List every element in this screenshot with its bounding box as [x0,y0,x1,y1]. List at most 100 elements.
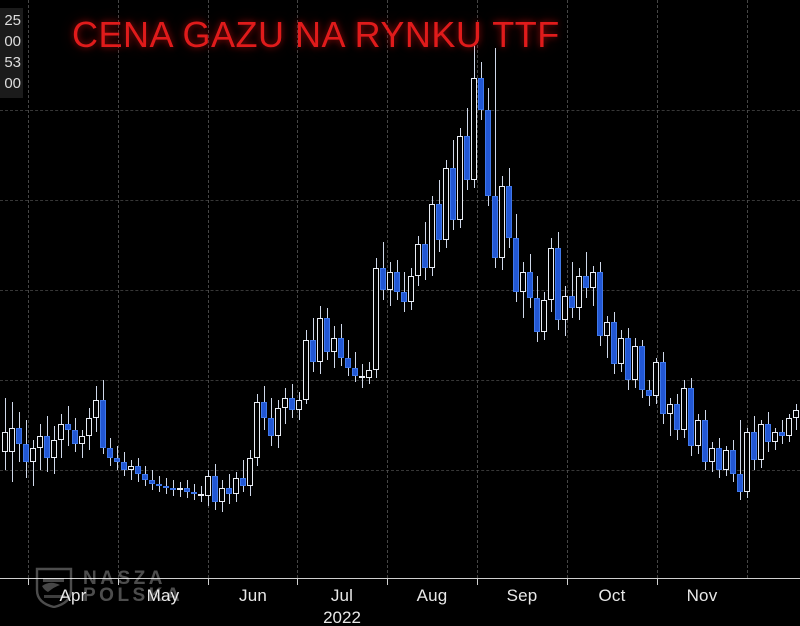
x-axis-tick [387,578,388,585]
candle-body-down [730,450,736,474]
candle-body-down [394,272,400,292]
candle-body-up [429,204,435,268]
candle-body-down [716,448,722,470]
candle-body-up [541,300,547,332]
candle-body-up [79,436,85,444]
y-axis-label: 53 [4,54,21,71]
candle-wick [82,430,83,458]
candle-body-down [72,430,78,444]
candlestick-plot [2,44,799,512]
gridline-horizontal [0,200,800,202]
candle-body-up [219,488,225,502]
candle-body-down [534,298,540,332]
x-axis-year-label: 2022 [323,608,361,626]
y-axis-label: 25 [4,12,21,29]
candle-body-down [555,248,561,320]
candle-body-down [569,296,575,308]
candle-body-down [121,462,127,470]
candle-body-up [744,432,750,492]
candle-wick [355,352,356,382]
gridline-vertical [297,0,299,578]
x-axis-label-may: May [146,586,180,605]
candle-body-up [709,448,715,462]
candle-body-down [261,402,267,418]
candle-body-down [765,424,771,442]
gridline-vertical [118,0,120,578]
candle-body-up [772,432,778,442]
candle-body-down [324,318,330,352]
candle-body-up [128,466,134,470]
candle-body-down [289,398,295,410]
candle-body-down [702,420,708,462]
candle-body-up [282,398,288,408]
candle-wick [33,440,34,486]
x-axis-tick [28,578,29,585]
candle-body-down [345,358,351,368]
candle-body-up [205,476,211,496]
candle-body-up [58,424,64,440]
candle-body-down [226,488,232,494]
candle-body-down [422,244,428,268]
gridline-vertical [28,0,30,578]
candle-body-down [611,322,617,364]
candle-body-down [44,436,50,458]
candle-body-down [674,404,680,430]
candle-body-up [520,272,526,292]
candle-body-down [380,268,386,290]
gridline-vertical [208,0,210,578]
candle-body-down [240,478,246,486]
candle-body-up [471,78,477,180]
candle-body-up [317,318,323,362]
candle-body-down [16,428,22,444]
x-axis-tick [297,578,298,585]
candle-body-down [191,492,197,494]
x-axis-tick [208,578,209,585]
candle-body-down [338,338,344,358]
candle-body-down [660,362,666,414]
candle-body-down [401,292,407,302]
x-axis-label-aug: Aug [416,586,448,605]
candle-body-up [177,488,183,490]
candle-body-down [352,368,358,376]
candle-body-down [65,424,71,430]
candle-body-down [513,238,519,292]
gridline-vertical [747,0,749,578]
candle-wick [740,420,741,500]
candle-body-up [37,436,43,448]
candle-body-up [331,338,337,352]
page-title: CENA GAZU NA RYNKU TTF [72,14,560,55]
candle-body-down [597,272,603,336]
gridline-vertical [477,0,479,578]
candle-body-up [86,418,92,436]
candle-body-down [107,448,113,458]
candle-body-down [170,488,176,490]
candle-wick [131,460,132,480]
candle-body-down [492,196,498,258]
y-axis-label: 00 [4,33,21,50]
x-axis-label-nov: Nov [686,586,718,605]
candle-body-up [548,248,554,300]
candle-body-up [576,276,582,308]
candle-body-down [135,466,141,474]
candle-body-down [639,346,645,390]
candle-body-up [254,402,260,458]
candle-body-down [212,476,218,502]
candle-body-down [506,186,512,238]
candle-body-down [149,480,155,484]
x-axis-label-sep: Sep [506,586,538,605]
candle-body-up [793,410,799,418]
candle-body-up [632,346,638,380]
candle-body-down [478,78,484,110]
candle-body-down [156,484,162,486]
candle-body-up [562,296,568,320]
candle-body-down [450,168,456,220]
candle-body-up [618,338,624,364]
candle-body-up [457,136,463,220]
candle-body-up [366,370,372,378]
candle-body-up [695,420,701,446]
x-axis-tick [118,578,119,585]
candle-body-up [443,168,449,240]
candle-body-up [758,424,764,460]
candle-wick [586,252,587,298]
candle-body-up [247,458,253,486]
